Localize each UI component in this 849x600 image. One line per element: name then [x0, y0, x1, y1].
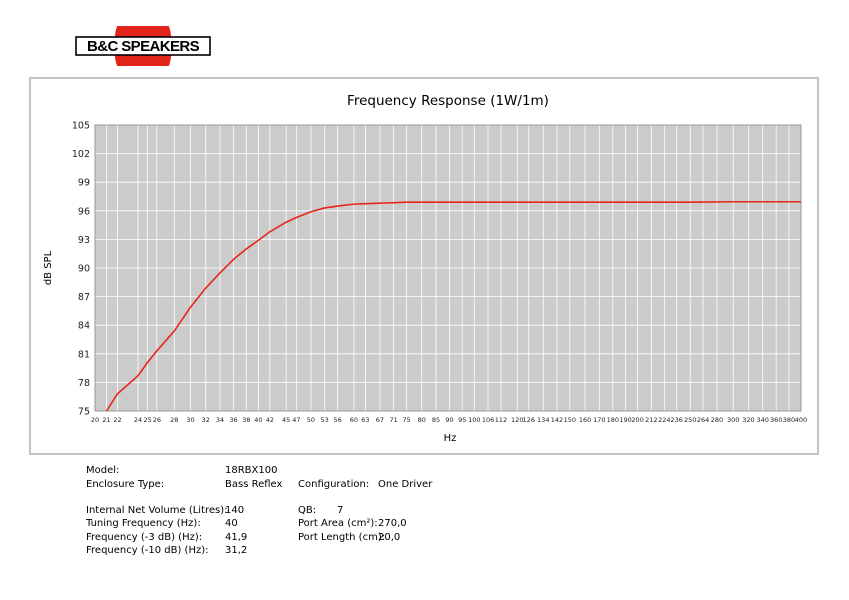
x-tick-label: 212	[645, 416, 657, 424]
y-tick-label: 102	[72, 149, 90, 160]
chart-frame: 20 21 22 24 25 26 28 30 32 34 36 38 40 42 45 47 50 53 56 60…	[29, 77, 819, 455]
logo-text: B&C SPEAKERS	[87, 38, 200, 55]
x-tick-label: 47	[292, 416, 300, 424]
x-tick-label: 34	[216, 416, 224, 424]
f3-label: Frequency (-3 dB) (Hz):	[86, 532, 203, 543]
volume-label: Internal Net Volume (Litres):	[86, 505, 228, 516]
x-tick-label: 24	[134, 416, 142, 424]
y-axis-label: dB SPL	[43, 250, 54, 285]
x-axis-label: Hz	[444, 433, 457, 444]
x-tick-label: 180	[607, 416, 619, 424]
y-tick-label: 90	[78, 264, 90, 275]
x-tick-label: 95	[458, 416, 466, 424]
chart-title: Frequency Response (1W/1m)	[347, 93, 549, 109]
model-value: 18RBX100	[225, 465, 278, 476]
x-tick-label: 80	[418, 416, 426, 424]
x-tick-label: 236	[670, 416, 682, 424]
x-tick-label: 53	[321, 416, 329, 424]
x-tick-label: 142	[551, 416, 563, 424]
port-length-label: Port Length (cm):	[298, 532, 386, 543]
y-tick-label: 96	[78, 206, 90, 217]
x-tick-label: 60	[350, 416, 358, 424]
enclosure-label: Enclosure Type:	[86, 479, 165, 490]
x-tick-label: 50	[307, 416, 315, 424]
x-tick-label: 22	[113, 416, 121, 424]
model-label: Model:	[86, 465, 120, 476]
x-tick-label: 320	[742, 416, 754, 424]
x-tick-label: 150	[564, 416, 576, 424]
x-tick-label: 264	[697, 416, 709, 424]
frequency-response-line	[105, 200, 801, 412]
x-tick-label: 170	[593, 416, 605, 424]
x-tick-label: 36	[229, 416, 237, 424]
x-tick-label: 85	[432, 416, 440, 424]
x-tick-label: 45	[282, 416, 290, 424]
tuning-value: 40	[225, 518, 238, 529]
specs-table: Model: 18RBX100 Enclosure Type: Bass Ref…	[86, 464, 506, 564]
port-area-value: 270,0	[378, 518, 407, 529]
x-tick-label: 190	[619, 416, 631, 424]
f3-value: 41,9	[225, 532, 248, 543]
y-tick-label: 99	[78, 178, 90, 189]
x-tick-label: 20	[91, 416, 99, 424]
x-tick-label: 380	[783, 416, 795, 424]
x-tick-label: 360	[770, 416, 782, 424]
x-tick-label: 71	[389, 416, 397, 424]
f10-value: 31,2	[225, 545, 248, 556]
x-tick-label: 250	[684, 416, 696, 424]
x-tick-label: 280	[711, 416, 723, 424]
plot-border	[94, 124, 802, 412]
x-tick-label: 90	[445, 416, 453, 424]
qb-label: QB:	[298, 505, 317, 516]
x-tick-label: 75	[402, 416, 410, 424]
y-tick-label: 105	[72, 121, 90, 132]
x-tick-label: 200	[631, 416, 643, 424]
y-tick-label: 81	[78, 349, 90, 360]
qb-value: 7	[337, 505, 344, 516]
x-tick-label: 32	[202, 416, 210, 424]
y-tick-label: 75	[78, 407, 90, 418]
configuration-value: One Driver	[378, 479, 433, 490]
x-tick-label: 120	[511, 416, 523, 424]
configuration-label: Configuration:	[298, 479, 370, 490]
grid-lines	[94, 124, 802, 412]
frequency-response-chart: 20 21 22 24 25 26 28 30 32 34 36 38 40 42 45 47 50 53 56 60…	[43, 93, 807, 444]
x-tick-label: 67	[376, 416, 384, 424]
x-tick-label: 63	[361, 416, 369, 424]
y-tick-label: 78	[78, 378, 90, 389]
x-tick-label: 224	[658, 416, 670, 424]
x-tick-label: 160	[579, 416, 591, 424]
x-tick-label: 134	[537, 416, 549, 424]
y-tick-label: 87	[78, 292, 90, 303]
x-tick-label: 25	[143, 416, 151, 424]
x-tick-label: 126	[523, 416, 535, 424]
enclosure-value: Bass Reflex	[225, 479, 283, 490]
volume-value: 140	[225, 505, 245, 516]
f10-label: Frequency (-10 dB) (Hz):	[86, 545, 209, 556]
x-tick-label: 56	[334, 416, 342, 424]
x-tick-label: 40	[254, 416, 262, 424]
x-tick-label: 100	[468, 416, 480, 424]
tuning-label: Tuning Frequency (Hz):	[86, 518, 201, 529]
bc-speakers-logo: B&C SPEAKERS	[75, 26, 211, 66]
x-tick-label: 30	[186, 416, 194, 424]
x-tick-label: 300	[727, 416, 739, 424]
x-tick-label: 28	[170, 416, 178, 424]
y-tick-label: 84	[78, 321, 90, 332]
y-tick-label: 93	[78, 235, 90, 246]
x-tick-label: 21	[102, 416, 110, 424]
x-tick-label: 112	[495, 416, 507, 424]
x-tick-label: 38	[242, 416, 250, 424]
port-area-label: Port Area (cm²):	[298, 518, 378, 529]
port-length-value: 20,0	[378, 532, 401, 543]
x-tick-label: 26	[153, 416, 161, 424]
x-tick-label: 42	[266, 416, 274, 424]
x-tick-label: 340	[756, 416, 768, 424]
x-tick-label: 400	[795, 416, 807, 424]
x-tick-label: 106	[482, 416, 494, 424]
